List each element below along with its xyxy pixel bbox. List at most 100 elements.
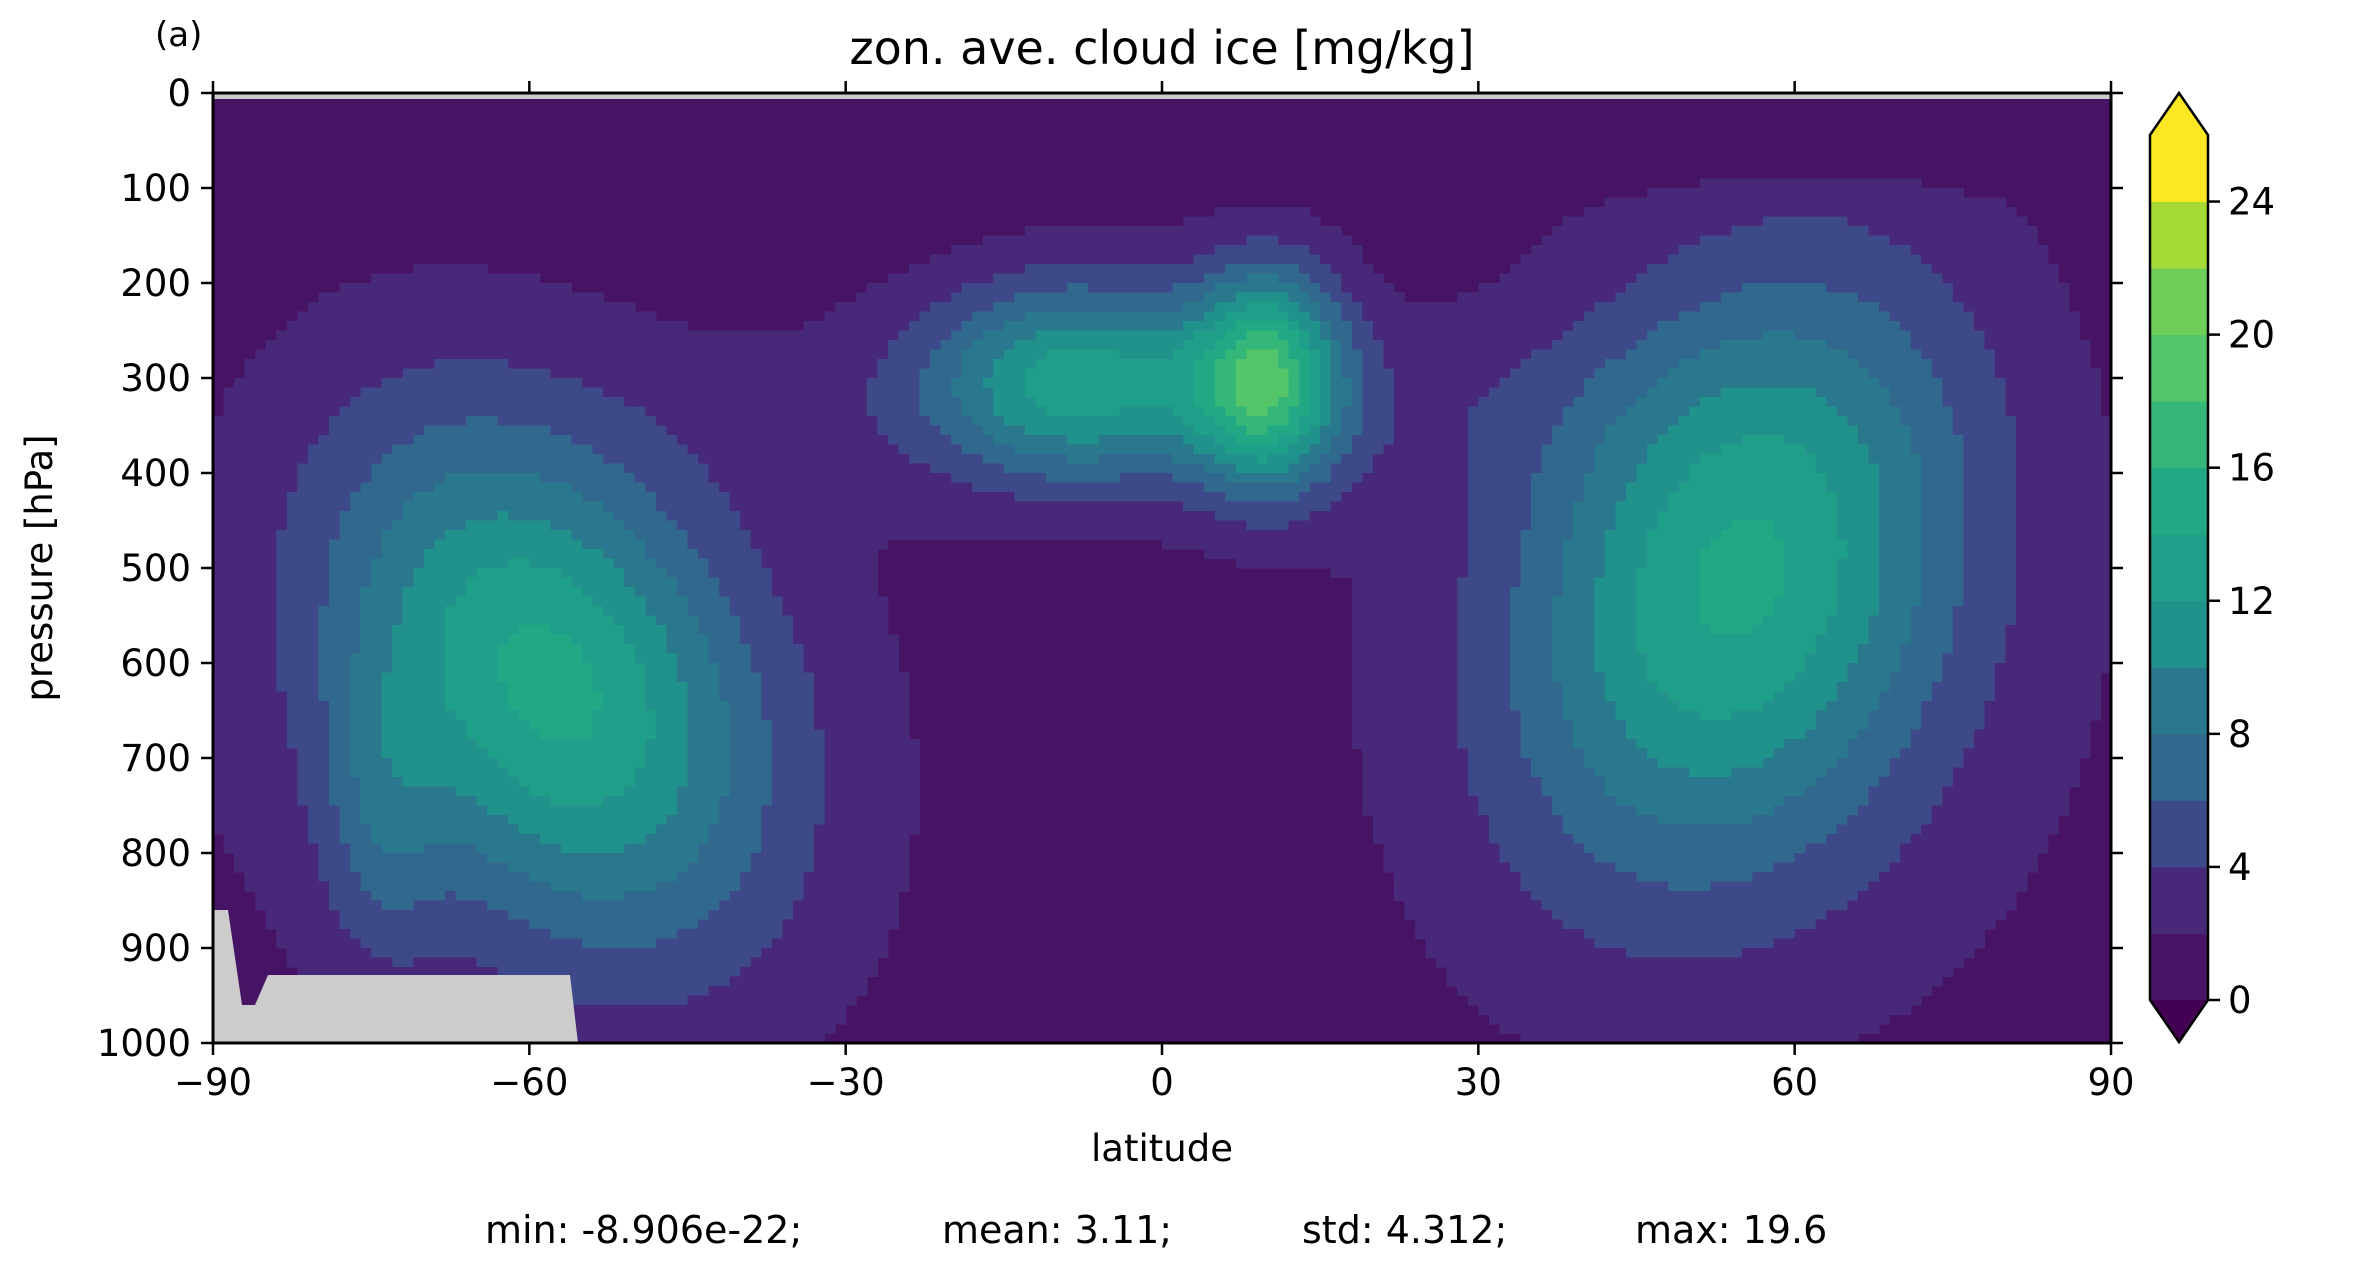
- contour-cell: [508, 691, 604, 702]
- contour-cell: [655, 881, 741, 892]
- contour-cell: [1520, 720, 1574, 731]
- contour-cell: [1299, 454, 1321, 465]
- contour-cell: [328, 1014, 847, 1025]
- contour-cell: [1847, 748, 1901, 759]
- contour-cell: [1531, 473, 1585, 484]
- contour-cell: [634, 644, 668, 655]
- contour-cell: [339, 919, 530, 930]
- contour-cell: [1288, 321, 1300, 332]
- contour-cell: [1214, 359, 1237, 370]
- contour-cell: [592, 663, 646, 674]
- contour-cell: [1910, 606, 1954, 617]
- contour-cell: [2016, 501, 2111, 512]
- contour-cell: [423, 558, 509, 569]
- contour-cell: [1815, 463, 1880, 474]
- contour-cell: [371, 568, 414, 579]
- contour-cell: [1773, 938, 1986, 949]
- contour-cell: [1478, 1005, 1912, 1016]
- contour-cell: [444, 701, 509, 712]
- contour-cell: [1773, 596, 1838, 607]
- contour-cell: [1362, 302, 1595, 313]
- colorbar-segment: [2150, 268, 2208, 336]
- contour-cell: [1467, 406, 1564, 417]
- y-tick-label: 1000: [97, 1022, 191, 1065]
- contour-cell: [961, 397, 994, 408]
- contour-cell: [961, 444, 1015, 455]
- contour-cell: [1836, 691, 1880, 702]
- contour-cell: [328, 596, 362, 607]
- contour-cell: [624, 520, 678, 531]
- contour-cell: [1562, 587, 1595, 598]
- contour-cell: [624, 577, 678, 588]
- contour-cell: [213, 463, 298, 474]
- contour-cell: [1372, 463, 1469, 474]
- contour-cell: [1467, 501, 1532, 512]
- contour-cell: [698, 843, 762, 854]
- contour-cell: [371, 891, 446, 902]
- contour-cell: [381, 539, 436, 550]
- contour-cell: [645, 682, 689, 693]
- contour-cell: [265, 340, 889, 351]
- contour-cell: [919, 311, 973, 322]
- y-tick-label: 100: [120, 167, 191, 210]
- contour-cell: [1351, 587, 1458, 598]
- contour-cell: [1784, 568, 1838, 579]
- contour-cell: [1647, 454, 1701, 465]
- contour-cell: [1647, 330, 1764, 341]
- contour-cell: [529, 720, 594, 731]
- contour-cell: [213, 606, 277, 617]
- contour-cell: [1952, 406, 2007, 417]
- contour-cell: [592, 729, 657, 740]
- contour-cell: [1393, 425, 1469, 436]
- contour-cell: [1868, 444, 1912, 455]
- contour-cell: [1341, 406, 1363, 417]
- contour-cell: [1509, 701, 1564, 712]
- contour-cell: [1299, 340, 1311, 351]
- contour-cell: [1995, 368, 2102, 379]
- contour-cell: [1488, 834, 1574, 845]
- contour-cell: [213, 473, 298, 484]
- contour-cell: [1657, 435, 1743, 446]
- contour-cell: [1995, 663, 2111, 674]
- contour-cell: [898, 444, 963, 455]
- contour-cell: [898, 330, 952, 341]
- contour-cell: [740, 967, 878, 978]
- contour-cell: [328, 739, 351, 750]
- contour-cell: [1320, 302, 1342, 313]
- contour-cell: [1826, 910, 2007, 921]
- contour-cell: [1668, 425, 1859, 436]
- contour-cell: [255, 900, 330, 911]
- contour-cell: [1836, 501, 1880, 512]
- contour-cell: [761, 549, 878, 560]
- contour-bands: [213, 178, 2111, 1043]
- contour-cell: [771, 729, 826, 740]
- contour-cell: [761, 691, 815, 702]
- contour-cell: [213, 796, 298, 807]
- contour-cell: [350, 672, 383, 683]
- contour-cell: [1879, 378, 1943, 389]
- contour-cell: [1330, 292, 1353, 303]
- contour-cell: [1889, 758, 1964, 769]
- contour-cell: [761, 948, 889, 959]
- contour-cell: [1299, 473, 1332, 484]
- contour-cell: [1214, 340, 1237, 351]
- contour-cell: [392, 957, 414, 968]
- contour-cell: [1604, 691, 1669, 702]
- contour-cell: [350, 653, 393, 664]
- contour-cell: [318, 853, 351, 864]
- contour-cell: [234, 378, 383, 389]
- contour-cell: [1942, 273, 2059, 284]
- contour-cell: [529, 558, 615, 569]
- contour-cell: [1320, 283, 1342, 294]
- contour-cell: [213, 596, 277, 607]
- contour-cell: [286, 691, 320, 702]
- contour-cell: [624, 568, 668, 579]
- contour-cell: [1351, 691, 1458, 702]
- contour-cell: [803, 881, 910, 892]
- contour-cell: [1921, 473, 1964, 484]
- contour-cell: [1836, 558, 1880, 569]
- contour-cell: [444, 644, 499, 655]
- contour-cell: [381, 549, 425, 560]
- contour-plot-area: [213, 93, 2111, 1043]
